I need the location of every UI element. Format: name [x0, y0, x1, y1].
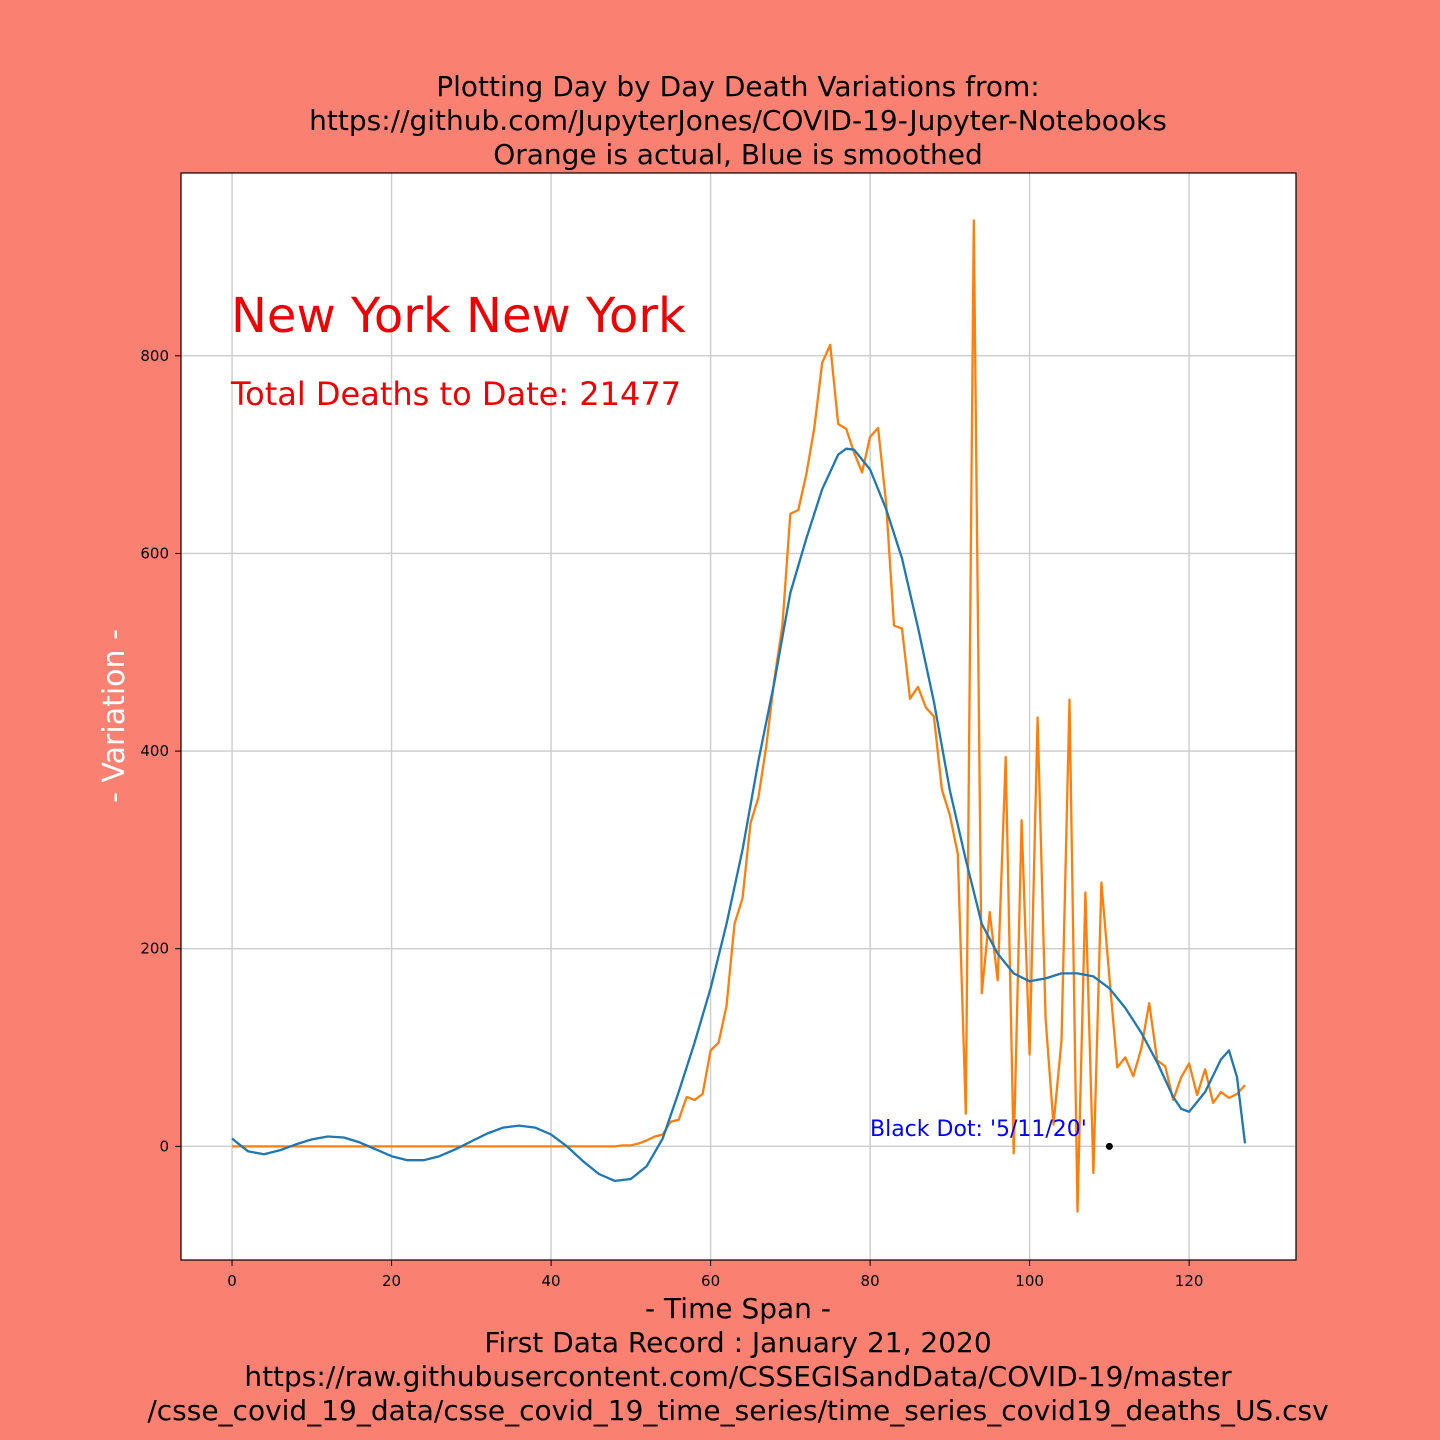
region-label: New York New York: [231, 288, 686, 344]
total-deaths-label: Total Deaths to Date: 21477: [230, 375, 681, 413]
y-axis-label: - Variation -: [97, 629, 132, 803]
x-tick-label: 120: [1175, 1272, 1204, 1290]
x-axis-label-line: /csse_covid_19_data/csse_covid_19_time_s…: [147, 1394, 1328, 1427]
y-tick-label: 200: [140, 940, 169, 958]
x-tick-label: 80: [861, 1272, 880, 1290]
title-line: Orange is actual, Blue is smoothed: [493, 138, 983, 171]
x-axis-label: - Time Span -First Data Record : January…: [147, 1292, 1328, 1427]
title-line: Plotting Day by Day Death Variations fro…: [436, 70, 1039, 103]
black-dot-marker: [1105, 1142, 1113, 1150]
y-tick-label: 400: [140, 742, 169, 760]
y-tick-label: 800: [140, 347, 169, 365]
series-group: [231, 219, 1247, 1213]
plot-area: [181, 173, 1296, 1260]
plot-frame: [180, 172, 1297, 1261]
x-axis-label-line: https://raw.githubusercontent.com/CSSEGI…: [244, 1360, 1232, 1393]
x-tick-label: 0: [227, 1272, 237, 1290]
x-axis-label-line: - Time Span -: [645, 1292, 831, 1325]
x-tick-label: 40: [542, 1272, 561, 1290]
smoothed-series-line: [231, 447, 1247, 1183]
title-line: https://github.com/JupyterJones/COVID-19…: [309, 104, 1167, 137]
y-tick-label: 600: [140, 544, 169, 562]
chart-title: Plotting Day by Day Death Variations fro…: [309, 70, 1167, 171]
ticks: 0 20 40 60 80 100 120 0 200 400 600 800: [140, 347, 1203, 1290]
y-tick-label: 0: [159, 1137, 169, 1155]
actual-series-line: [232, 219, 1246, 1213]
x-tick-label: 60: [701, 1272, 720, 1290]
x-axis-label-line: First Data Record : January 21, 2020: [484, 1326, 991, 1359]
x-tick-label: 20: [382, 1272, 401, 1290]
x-tick-label: 100: [1015, 1272, 1044, 1290]
black-dot-annotation: Black Dot: '5/11/20': [870, 1117, 1087, 1142]
